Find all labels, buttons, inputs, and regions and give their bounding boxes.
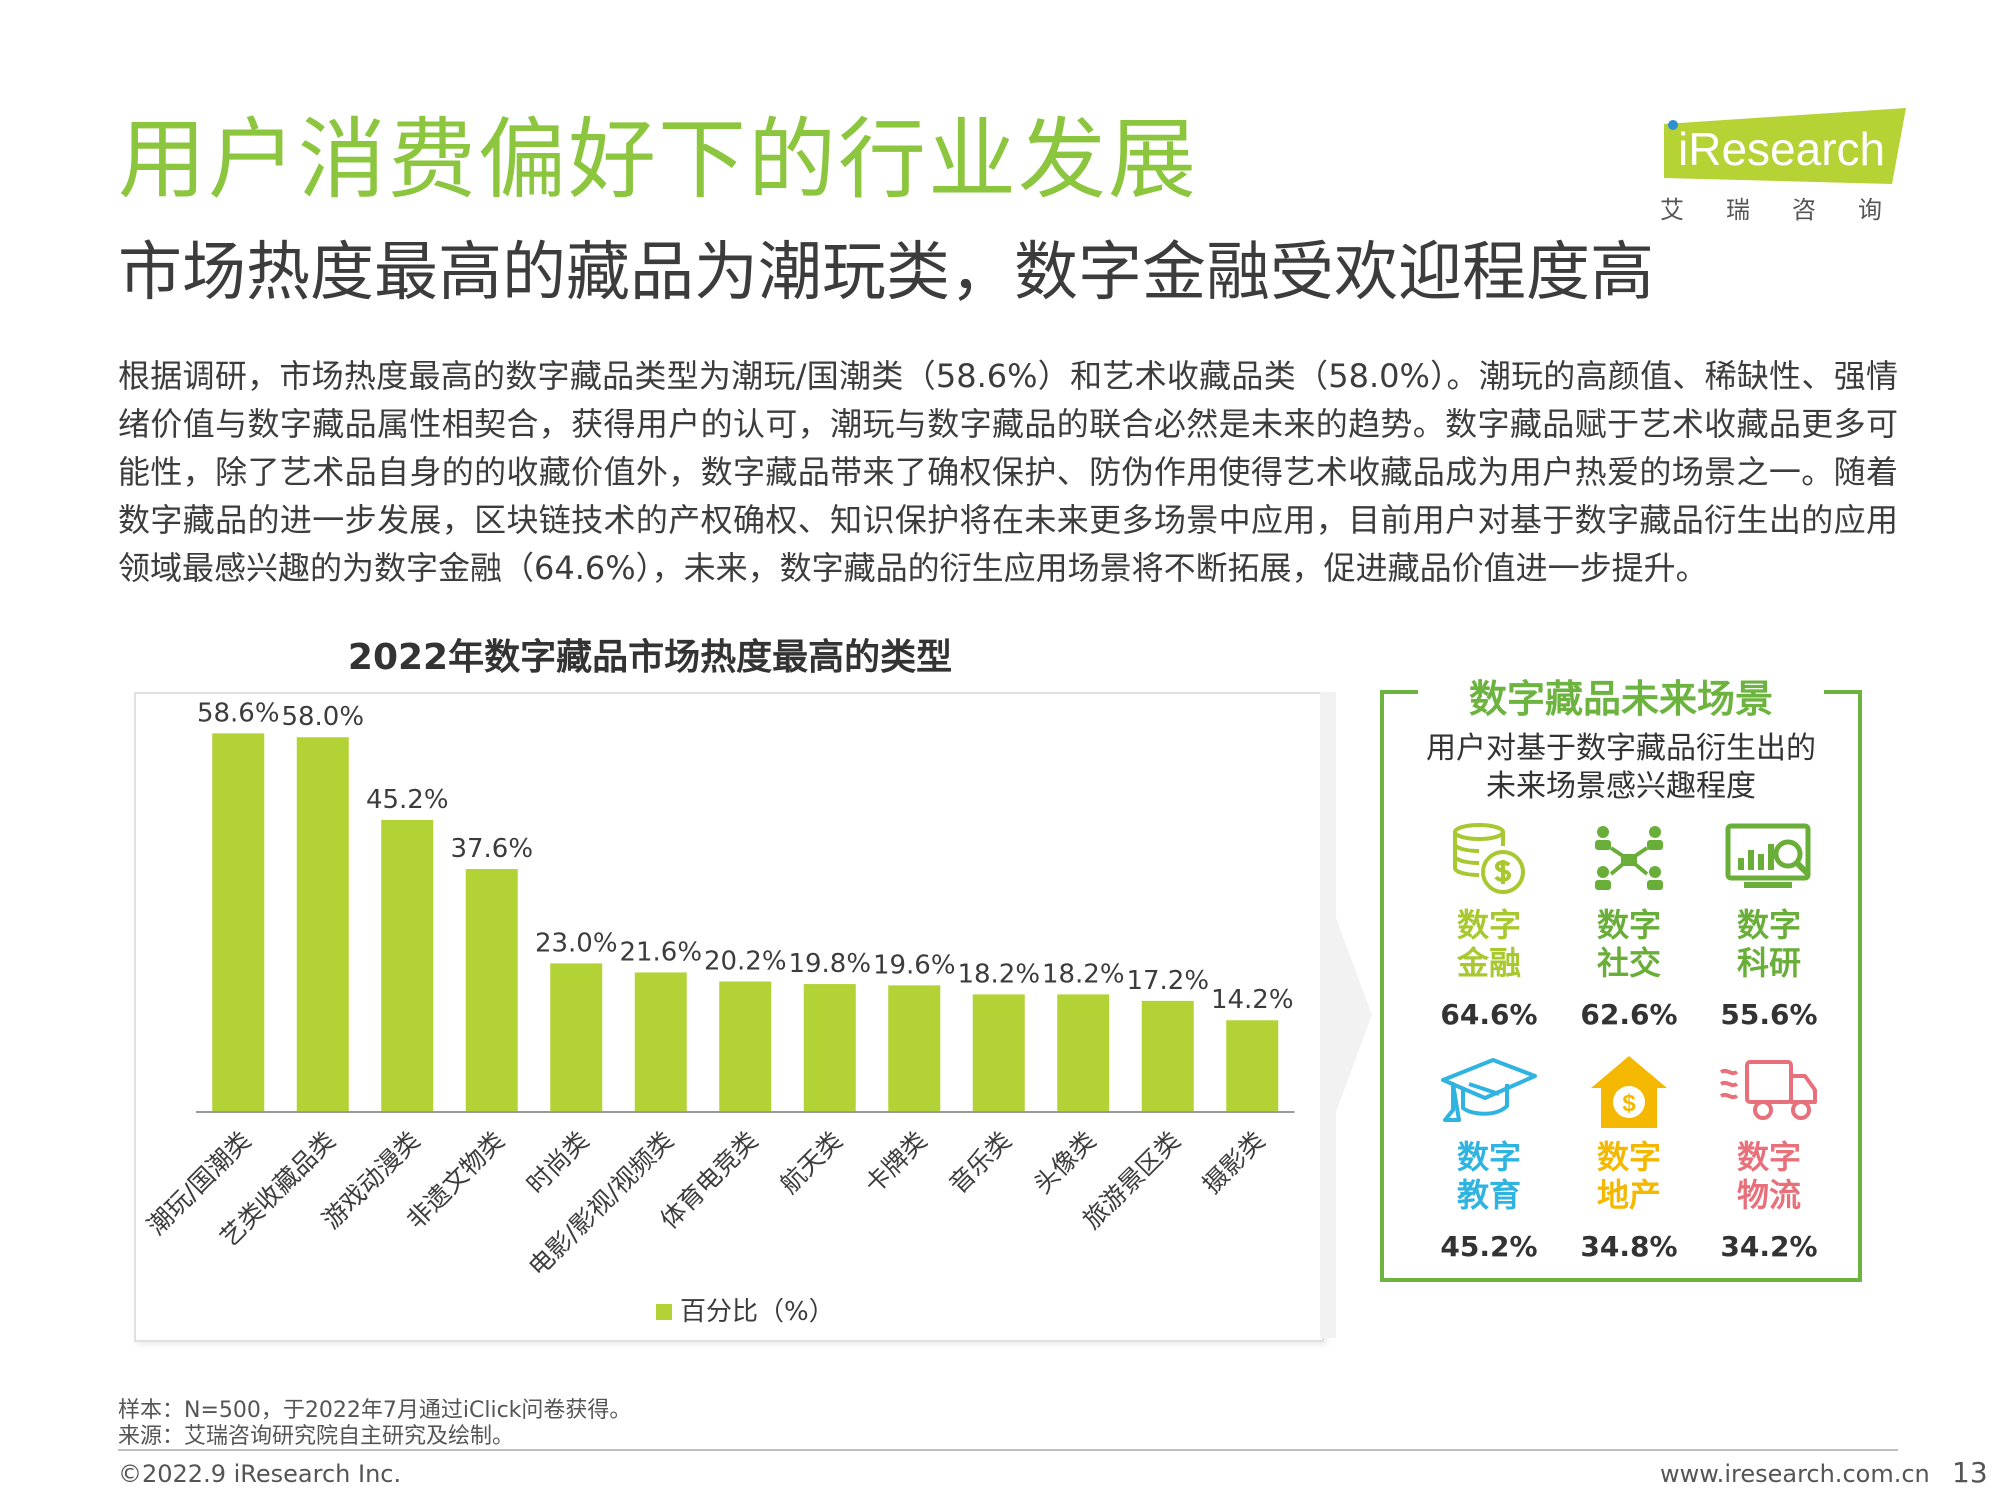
bar-value-label: 18.2% xyxy=(957,959,1040,989)
footnote: 样本：N=500，于2022年7月通过iClick问卷获得。 来源：艾瑞咨询研究… xyxy=(118,1398,631,1450)
bar xyxy=(550,963,603,1112)
bar xyxy=(1141,1000,1194,1112)
bar xyxy=(634,972,687,1112)
scene-label: 数字 金融 xyxy=(1456,906,1521,982)
scene-label: 数字 物流 xyxy=(1736,1138,1801,1214)
bar-value-label: 21.6% xyxy=(619,937,702,967)
scene-value: 45.2% xyxy=(1440,1230,1538,1263)
category-label: 时尚类 xyxy=(521,1126,595,1200)
bar xyxy=(888,985,941,1112)
category-label: 卡牌类 xyxy=(859,1126,933,1200)
bar-value-label: 20.2% xyxy=(704,946,787,976)
scene-value: 55.6% xyxy=(1720,998,1818,1031)
body-paragraph: 根据调研，市场热度最高的数字藏品类型为潮玩/国潮类（58.6%）和艺术收藏品类（… xyxy=(118,357,1898,587)
bar-value-label: 19.6% xyxy=(873,950,956,980)
panel-subtitle: 用户对基于数字藏品衍生出的 未来场景感兴趣程度 xyxy=(1380,730,1862,806)
bar xyxy=(1226,1020,1279,1112)
bar-value-label: 19.8% xyxy=(788,949,871,979)
bar xyxy=(381,819,434,1112)
logo-chinese-name: 艾瑞咨询 xyxy=(1660,196,1924,224)
coins-icon xyxy=(1453,823,1525,894)
scene-research: 数字 科研 55.6% xyxy=(1694,822,1844,1031)
category-label: 头像类 xyxy=(1028,1126,1102,1200)
legend-label: 百分比（%） xyxy=(680,1297,835,1327)
page-subtitle: 市场热度最高的藏品为潮玩类，数字金融受欢迎程度高 xyxy=(118,236,1654,310)
panel-subtitle-line2: 未来场景感兴趣程度 xyxy=(1486,769,1756,804)
scene-finance: 数字 金融 64.6% xyxy=(1414,822,1564,1031)
bar-value-label: 58.6% xyxy=(197,698,280,728)
bar xyxy=(1057,994,1110,1112)
bar xyxy=(803,984,856,1112)
iresearch-logo: iResearch 艾瑞咨询 xyxy=(1660,108,1910,228)
scene-label: 数字 科研 xyxy=(1736,906,1801,982)
scene-logistics: 数字 物流 34.2% xyxy=(1694,1054,1844,1263)
bar-value-label: 37.6% xyxy=(450,834,533,864)
graduation-cap-icon xyxy=(1441,1058,1537,1122)
scene-education: 数字 教育 45.2% xyxy=(1414,1054,1564,1263)
scene-label: 数字 地产 xyxy=(1596,1138,1661,1214)
logo-text: iResearch xyxy=(1678,123,1886,175)
delivery-truck-icon xyxy=(1719,1060,1817,1120)
bar-value-label: 45.2% xyxy=(366,785,449,815)
panel-subtitle-line1: 用户对基于数字藏品衍生出的 xyxy=(1426,731,1816,766)
monitor-chart-icon xyxy=(1725,823,1811,888)
bar-value-label: 18.2% xyxy=(1042,959,1125,989)
scene-value: 34.8% xyxy=(1580,1230,1678,1263)
future-scenes-panel xyxy=(1380,690,1862,1282)
bar-value-label: 14.2% xyxy=(1211,985,1294,1015)
footer-website[interactable]: www.iresearch.com.cn xyxy=(1660,1460,1930,1488)
category-label: 电影/影视/视频类 xyxy=(523,1126,679,1282)
legend-swatch xyxy=(656,1304,672,1320)
footer-copyright: ©2022.9 iResearch Inc. xyxy=(118,1460,402,1488)
scene-real-estate: $ 数字 地产 34.8% xyxy=(1554,1054,1704,1263)
network-icon xyxy=(1595,826,1663,890)
connector-arrow-icon xyxy=(1320,692,1372,1338)
page-title: 用户消费偏好下的行业发展 xyxy=(118,108,1199,211)
category-label: 音乐类 xyxy=(943,1126,1017,1200)
scene-social: 数字 社交 62.6% xyxy=(1554,822,1704,1031)
scene-value: 62.6% xyxy=(1580,998,1678,1031)
house-dollar-icon: $ xyxy=(1591,1056,1667,1128)
bar-chart-svg: 58.6%潮玩/国潮类58.0%艺类收藏品类45.2%游戏动漫类37.6%非遗文… xyxy=(142,698,1295,1327)
bar-value-label: 58.0% xyxy=(281,702,364,732)
bar xyxy=(972,994,1025,1112)
panel-title: 数字藏品未来场景 xyxy=(1418,668,1824,723)
logo-background-icon xyxy=(1664,108,1906,184)
footnote-sample: 样本：N=500，于2022年7月通过iClick问卷获得。 xyxy=(118,1398,632,1423)
bar xyxy=(296,737,349,1112)
bar-value-label: 17.2% xyxy=(1126,966,1209,996)
bar xyxy=(465,869,518,1112)
logo-dot-icon xyxy=(1668,120,1678,130)
footer-divider xyxy=(118,1449,1898,1451)
scene-value: 34.2% xyxy=(1720,1230,1818,1263)
bar xyxy=(719,981,772,1112)
bar xyxy=(212,733,265,1112)
bar-chart: 58.6% 潮玩/国潮类 58.0% 艺类收藏品类 45.2% 游戏动漫类 37.6% 非遗文… xyxy=(134,692,1324,1342)
scene-label: 数字 社交 xyxy=(1596,906,1661,982)
chart-title: 2022年数字藏品市场热度最高的类型 xyxy=(347,637,953,678)
category-label: 航天类 xyxy=(774,1126,848,1200)
page-number: 13 xyxy=(1952,1456,1988,1489)
bar-value-label: 23.0% xyxy=(535,928,618,958)
scene-value: 64.6% xyxy=(1440,998,1538,1031)
svg-text:$: $ xyxy=(1622,1090,1636,1117)
footnote-source: 来源：艾瑞咨询研究院自主研究及绘制。 xyxy=(118,1424,515,1449)
scene-label: 数字 教育 xyxy=(1456,1138,1521,1214)
category-label: 摄影类 xyxy=(1197,1126,1271,1200)
